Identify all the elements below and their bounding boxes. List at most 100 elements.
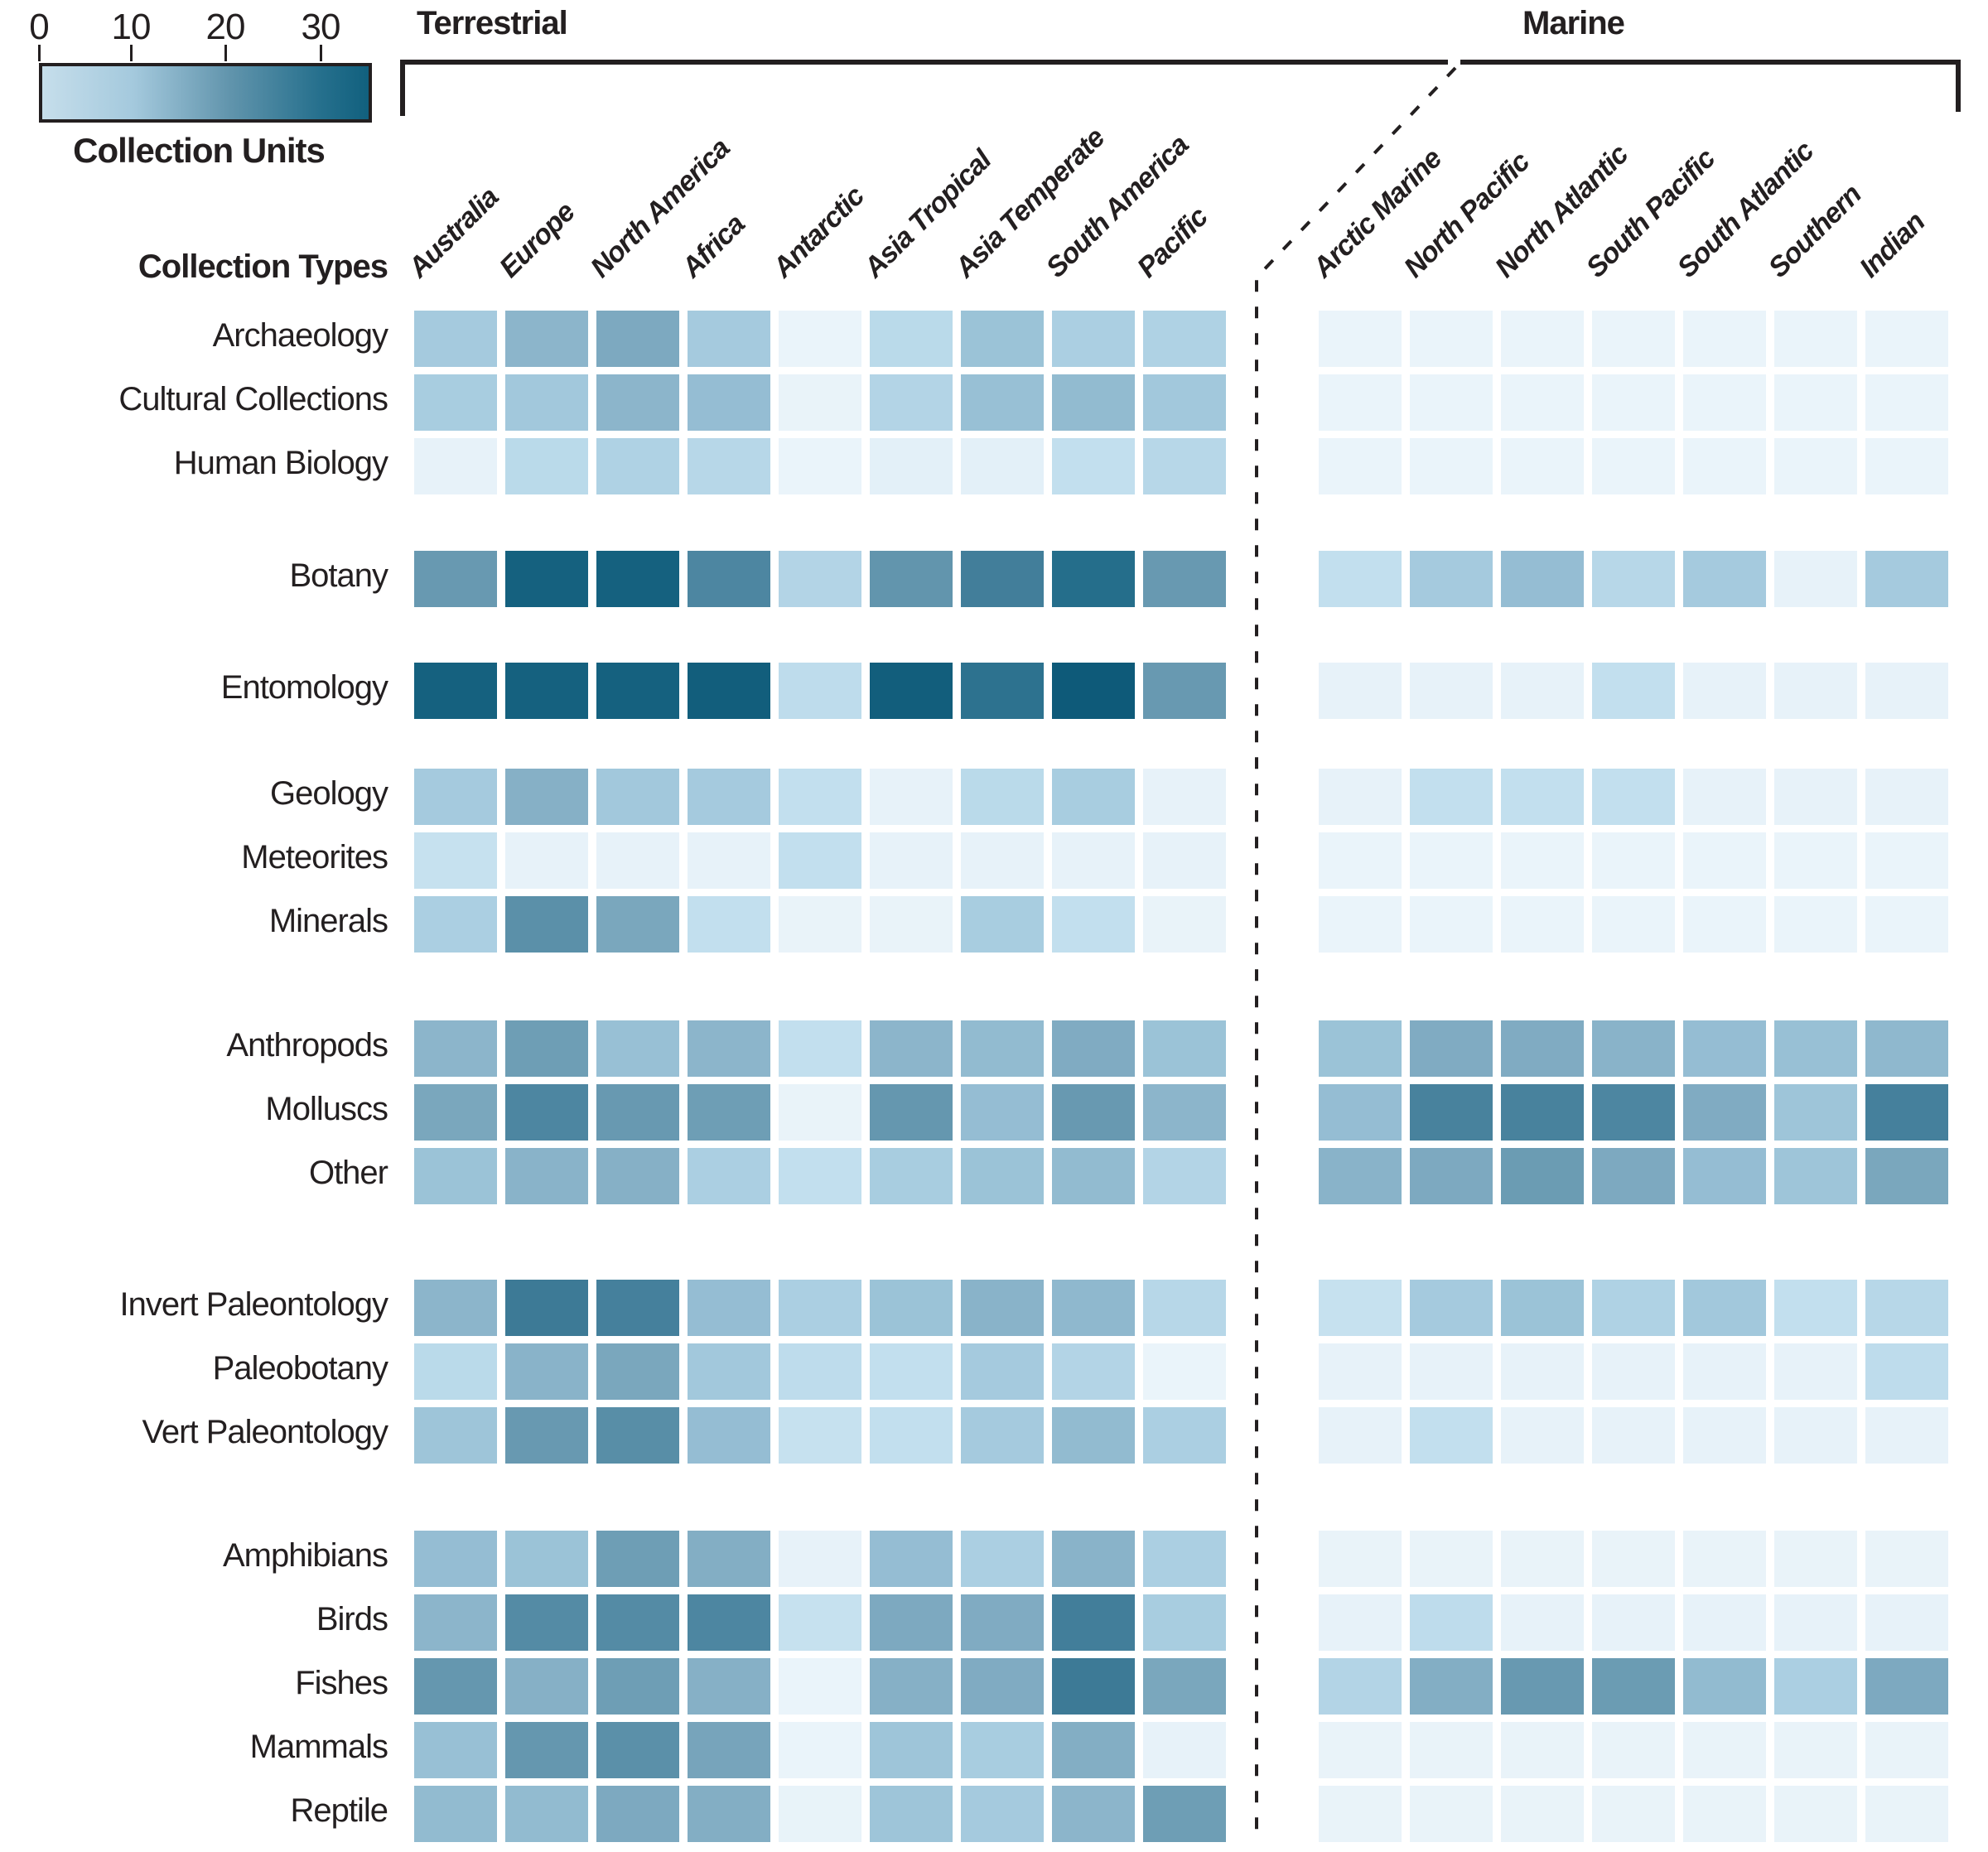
heatmap-cell (1774, 551, 1857, 607)
heatmap-cell (870, 1658, 953, 1715)
heatmap-cell (414, 1148, 497, 1204)
heatmap-cell (1319, 769, 1402, 825)
heatmap-cell (1143, 1280, 1226, 1336)
heatmap-cell (1592, 1343, 1675, 1400)
heatmap-cell (1052, 1020, 1135, 1077)
heatmap-cell (1143, 896, 1226, 953)
heatmap-cell (1143, 769, 1226, 825)
heatmap-cell (961, 551, 1044, 607)
heatmap-cell (1143, 374, 1226, 431)
heatmap-cell (414, 769, 497, 825)
heatmap-cell (1592, 1531, 1675, 1587)
legend-title: Collection Units (73, 131, 326, 170)
heatmap-cell (1592, 1594, 1675, 1651)
heatmap-cell (1501, 1343, 1584, 1400)
heatmap-cell (1501, 1531, 1584, 1587)
heatmap-cell (1319, 1084, 1402, 1141)
heatmap-cell (1774, 832, 1857, 889)
heatmap-cell (505, 1658, 588, 1715)
heatmap-cell (779, 663, 861, 719)
heatmap-cell (1683, 1531, 1766, 1587)
heatmap-cell (1319, 1722, 1402, 1778)
heatmap-cell (1143, 832, 1226, 889)
heatmap-cell (1865, 1280, 1948, 1336)
heatmap-cell (1143, 1343, 1226, 1400)
heatmap-cell (1410, 551, 1493, 607)
legend-tick-label: 20 (205, 7, 246, 47)
heatmap-cell (414, 1658, 497, 1715)
heatmap-cell (505, 1280, 588, 1336)
heatmap-cell (1774, 1020, 1857, 1077)
heatmap-cell (1683, 551, 1766, 607)
heatmap-cell (1865, 1594, 1948, 1651)
heatmap-cell (1501, 1020, 1584, 1077)
heatmap-cell (1774, 1594, 1857, 1651)
heatmap-cell (1052, 551, 1135, 607)
heatmap-cell (414, 551, 497, 607)
heatmap-cell (596, 769, 679, 825)
heatmap-cell (1319, 1407, 1402, 1464)
row-label-human-biology: Human Biology (173, 445, 388, 481)
heatmap-cell (1410, 1148, 1493, 1204)
heatmap-cell (870, 1084, 953, 1141)
heatmap-cell (1501, 1280, 1584, 1336)
heatmap-cell (414, 896, 497, 953)
heatmap-cell (870, 551, 953, 607)
heatmap-cell (1501, 1594, 1584, 1651)
heatmap-cell (1501, 1084, 1584, 1141)
heatmap-cell (1774, 438, 1857, 494)
heatmap-cell (961, 1786, 1044, 1842)
heatmap-cell (1052, 1407, 1135, 1464)
heatmap-cell (1052, 1280, 1135, 1336)
row-label-archaeology: Archaeology (212, 317, 388, 354)
heatmap-cell (1410, 1343, 1493, 1400)
heatmap-cell (1865, 832, 1948, 889)
heatmap-cell (1592, 1020, 1675, 1077)
row-label-meteorites: Meteorites (241, 839, 388, 875)
heatmap-cell (1410, 663, 1493, 719)
heatmap-cell (779, 438, 861, 494)
heatmap-cell (1319, 311, 1402, 367)
row-label-amphibians: Amphibians (222, 1537, 388, 1574)
heatmap-cell (1501, 663, 1584, 719)
row-label-fishes: Fishes (295, 1665, 388, 1701)
heatmap-cell (505, 769, 588, 825)
heatmap-cell (505, 374, 588, 431)
heatmap-cell (870, 1722, 953, 1778)
heatmap-cell (688, 1594, 770, 1651)
row-label-botany: Botany (289, 557, 388, 594)
legend-tick-label: 10 (111, 7, 152, 47)
heatmap-cell (596, 1280, 679, 1336)
heatmap-cell (1592, 1280, 1675, 1336)
legend-tick-mark (320, 45, 322, 61)
heatmap-cell (779, 1531, 861, 1587)
heatmap-cell (1052, 311, 1135, 367)
heatmap-cell (414, 1531, 497, 1587)
heatmap-cell (1774, 1343, 1857, 1400)
heatmap-cell (961, 769, 1044, 825)
heatmap-cell (505, 1722, 588, 1778)
heatmap-cell (1683, 1658, 1766, 1715)
heatmap-cell (1774, 1148, 1857, 1204)
heatmap-cell (1319, 1531, 1402, 1587)
heatmap-cell (414, 1343, 497, 1400)
heatmap-cell (1501, 769, 1584, 825)
heatmap-cell (414, 311, 497, 367)
heatmap-cell (596, 1148, 679, 1204)
heatmap-cell (1052, 1786, 1135, 1842)
heatmap-cell (1410, 1020, 1493, 1077)
heatmap-cell (1143, 438, 1226, 494)
heatmap-cell (596, 374, 679, 431)
heatmap-cell (1319, 1594, 1402, 1651)
terrestrial-bracket (400, 60, 1448, 116)
heatmap-cell (870, 832, 953, 889)
row-label-paleobotany: Paleobotany (212, 1350, 388, 1387)
heatmap-cell (870, 1594, 953, 1651)
heatmap-cell (688, 1020, 770, 1077)
heatmap-cell (1683, 1722, 1766, 1778)
heatmap-cell (596, 1084, 679, 1141)
heatmap-cell (688, 311, 770, 367)
heatmap-cell (1143, 1020, 1226, 1077)
heatmap-cell (1683, 1343, 1766, 1400)
heatmap-cell (1410, 1084, 1493, 1141)
